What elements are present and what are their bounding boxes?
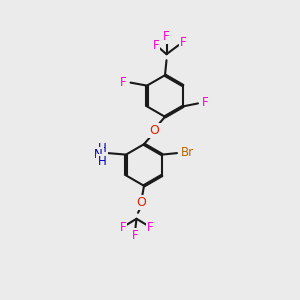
Text: H: H	[98, 142, 106, 154]
Text: F: F	[180, 36, 186, 49]
Text: F: F	[132, 229, 138, 242]
Text: N: N	[94, 148, 103, 161]
Text: F: F	[202, 96, 208, 109]
Text: F: F	[120, 76, 127, 88]
Text: H: H	[98, 155, 106, 168]
Text: F: F	[147, 221, 153, 234]
Text: O: O	[136, 196, 146, 209]
Text: O: O	[150, 124, 159, 137]
Text: Br: Br	[181, 146, 194, 159]
Text: F: F	[163, 30, 170, 43]
Text: F: F	[120, 221, 126, 234]
Text: F: F	[153, 39, 159, 52]
